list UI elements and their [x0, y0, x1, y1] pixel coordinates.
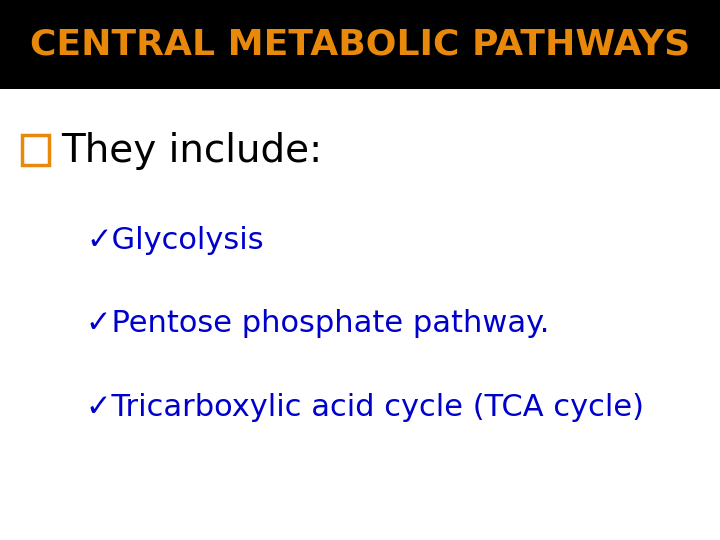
- Text: ✓Tricarboxylic acid cycle (TCA cycle): ✓Tricarboxylic acid cycle (TCA cycle): [86, 393, 644, 422]
- Text: They include:: They include:: [61, 132, 323, 170]
- Bar: [22, 135, 49, 165]
- Text: CENTRAL METABOLIC PATHWAYS: CENTRAL METABOLIC PATHWAYS: [30, 28, 690, 62]
- Text: ✓Glycolysis: ✓Glycolysis: [86, 226, 264, 255]
- Text: ✓Pentose phosphate pathway.: ✓Pentose phosphate pathway.: [86, 309, 550, 339]
- Bar: [0, 0, 720, 89]
